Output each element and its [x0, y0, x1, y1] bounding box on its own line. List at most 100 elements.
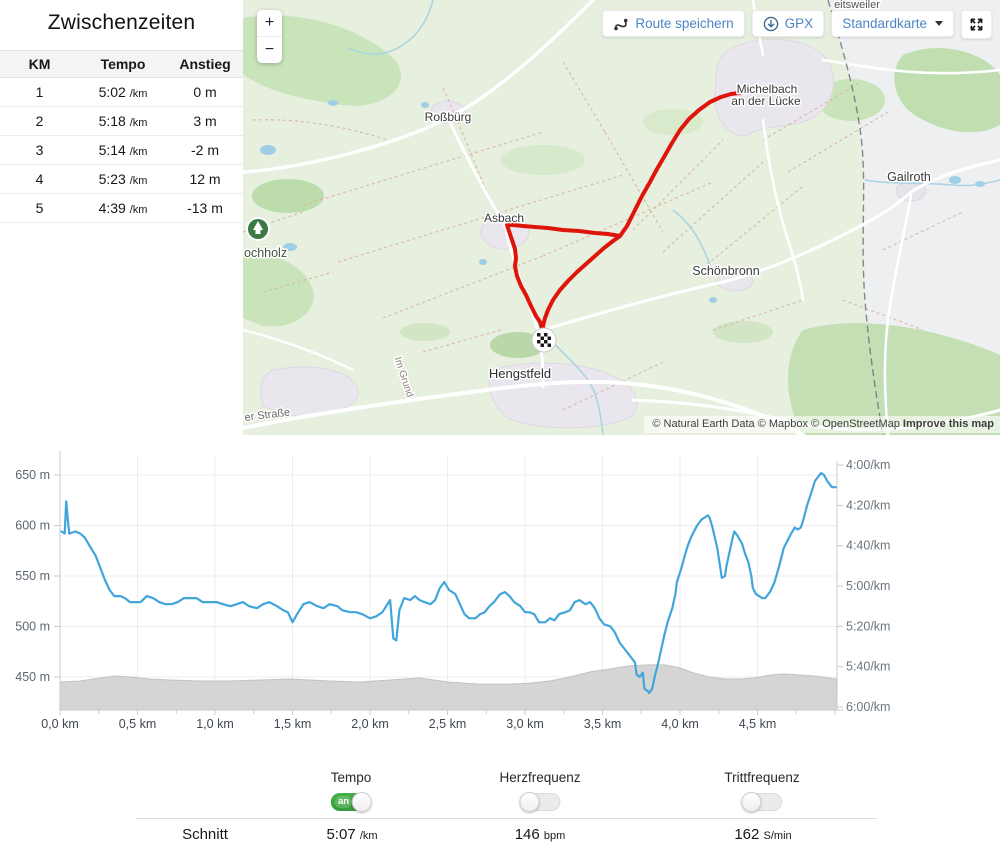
cell-tempo: 5:23 /km [98, 171, 148, 187]
toggle-knob[interactable] [352, 792, 372, 812]
route-return-leg [541, 234, 622, 342]
gpx-download-button[interactable]: GPX [751, 10, 825, 37]
col-header-km: KM [28, 56, 51, 72]
map-town-label: Gailroth [887, 170, 931, 184]
col-header-tempo: Tempo [100, 56, 146, 72]
zoom-out-button[interactable]: − [264, 41, 275, 58]
pace-tick-label: 4:00/km [846, 458, 890, 472]
save-route-label: Route speichern [635, 16, 734, 31]
elevation-tick-label: 550 m [15, 569, 50, 583]
map-style-dropdown[interactable]: Standardkarte [831, 10, 954, 37]
map-town-label: ochholz [244, 246, 287, 260]
map-toolbar: Route speichern GPX Standardkarte [602, 10, 992, 39]
finish-flag-marker [531, 327, 557, 353]
table-row: 5 4:39 /km -13 m [0, 194, 243, 223]
cell-anstieg: -13 m [187, 200, 223, 216]
distance-tick-label: 3,5 km [584, 717, 622, 731]
cell-tempo: 5:14 /km [98, 142, 148, 158]
distance-tick-label: 4,5 km [739, 717, 777, 731]
distance-tick-label: 1,5 km [274, 717, 312, 731]
table-row: 2 5:18 /km 3 m [0, 107, 243, 136]
elevation-tick-label: 650 m [15, 468, 50, 482]
average-label: Schnitt [182, 826, 228, 843]
map-town-label: Roßbürg [425, 110, 472, 124]
splits-panel: Zwischenzeiten KM Tempo Anstieg 1 5:02 /… [0, 0, 243, 435]
table-row: 3 5:14 /km -2 m [0, 136, 243, 165]
map-admin-boundary [827, 0, 884, 435]
heartrate-toggle-label: Herzfrequenz [499, 770, 581, 785]
average-cadence: 162 S/min [734, 826, 792, 843]
fullscreen-button[interactable] [961, 10, 992, 39]
cell-tempo: 5:18 /km [98, 113, 148, 129]
distance-tick-label: 4,0 km [661, 717, 699, 731]
elevation-tick-label: 500 m [15, 620, 50, 634]
cell-anstieg: 0 m [193, 84, 217, 100]
average-pace: 5:07 /km [326, 826, 378, 843]
map-town-label: an der Lücke [731, 94, 801, 108]
map-road-layer [243, 0, 1000, 435]
toggle-state-label: an [335, 796, 353, 808]
elevation-tick-label: 600 m [15, 519, 50, 533]
heartrate-toggle[interactable] [518, 792, 560, 812]
chevron-down-icon [935, 21, 943, 26]
chart-gridlines [59, 455, 837, 710]
tempo-toggle[interactable]: an [331, 792, 372, 812]
average-heartrate: 146 bpm [514, 826, 566, 843]
tempo-toggle-label: Tempo [330, 770, 372, 785]
tree-icon [253, 221, 263, 234]
map-forest-layer [243, 15, 1000, 435]
attribution-text: © Natural Earth Data © Mapbox © OpenStre… [652, 418, 903, 430]
splits-header-row: KM Tempo Anstieg [0, 50, 243, 78]
cadence-toggle-label: Trittfrequenz [724, 770, 800, 785]
cadence-toggle-group: Trittfrequenz [724, 770, 800, 812]
stats-divider [136, 818, 877, 819]
pace-tick-label: 5:00/km [846, 579, 890, 593]
map-town-label: Hengstfeld [489, 366, 551, 381]
metric-controls: Tempo an Herzfrequenz Trittfrequenz Schn… [0, 740, 1000, 853]
map-lakes [260, 100, 985, 303]
improve-map-link[interactable]: Improve this map [902, 418, 994, 430]
splits-title: Zwischenzeiten [47, 11, 196, 34]
download-icon [763, 16, 778, 31]
pace-tick-label: 4:40/km [846, 539, 890, 553]
map-style-label: Standardkarte [842, 16, 927, 31]
map-builtup-layer [260, 38, 927, 429]
zoom-in-button[interactable]: + [257, 10, 282, 37]
cell-anstieg: -2 m [191, 142, 219, 158]
elevation-area [59, 664, 838, 711]
chart-axes [54, 451, 843, 715]
map-zoom-control: + − [257, 10, 282, 63]
route-map[interactable]: Roßbürg Asbach Michelbach an der Lücke Gailr… [243, 0, 1000, 435]
gpx-label: GPX [784, 16, 814, 31]
fullscreen-icon [970, 18, 983, 31]
elevation-pace-chart[interactable]: 650 m 600 m 550 m 500 m 450 m 4:00/km 4:20/km 4… [0, 435, 1000, 740]
distance-tick-label: 1,0 km [196, 717, 234, 731]
pace-tick-label: 5:20/km [846, 619, 890, 633]
distance-tick-label: 0,0 km [41, 717, 79, 731]
cadence-toggle[interactable] [741, 792, 782, 812]
distance-tick-label: 0,5 km [119, 717, 157, 731]
route-layer [505, 91, 742, 353]
chart-axis-labels: 650 m 600 m 550 m 500 m 450 m 4:00/km 4:20/km 4… [15, 458, 890, 731]
cell-km: 4 [35, 171, 44, 187]
cell-km: 5 [35, 200, 44, 216]
distance-tick-label: 3,0 km [506, 717, 544, 731]
pace-tick-label: 6:00/km [846, 700, 890, 714]
distance-tick-label: 2,5 km [429, 717, 467, 731]
route-polyline [505, 91, 742, 342]
toggle-knob[interactable] [518, 792, 539, 812]
map-attribution: © Natural Earth Data © Mapbox © OpenStre… [644, 416, 1000, 433]
pace-line [60, 471, 838, 694]
save-route-button[interactable]: Route speichern [602, 10, 745, 37]
col-header-anstieg: Anstieg [179, 56, 231, 72]
table-row: 1 5:02 /km 0 m [0, 78, 243, 107]
poi-layer [246, 217, 270, 241]
chart-section: 650 m 600 m 550 m 500 m 450 m 4:00/km 4:20/km 4… [0, 435, 1000, 740]
pace-tick-label: 4:20/km [846, 498, 890, 512]
map-town-label: eitsweiler [834, 0, 880, 11]
heartrate-toggle-group: Herzfrequenz [499, 770, 581, 812]
toggle-knob[interactable] [741, 792, 761, 812]
cell-tempo: 4:39 /km [98, 200, 148, 216]
